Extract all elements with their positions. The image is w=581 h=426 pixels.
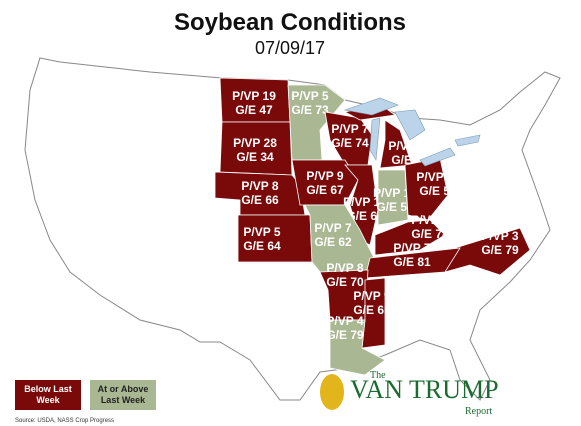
state-pvp: P/VP 9 [353, 289, 390, 303]
state-pvp: P/VP 11 [416, 170, 459, 184]
state-ge: G/E 66 [241, 193, 279, 207]
state-pvp: P/VP 4 [411, 213, 448, 227]
state [329, 319, 386, 376]
state-pvp: P/VP 4 [326, 314, 363, 328]
state-ge: G/E 79 [481, 243, 519, 257]
state-ge: G/E 53 [419, 184, 457, 198]
logo-icon [320, 374, 344, 410]
state-ge: G/E 34 [236, 150, 274, 164]
state-pvp: P/VP 19 [232, 89, 276, 103]
legend-above: At or Above Last Week [90, 380, 156, 410]
state [291, 159, 359, 206]
state-ge: G/E 50 [376, 200, 414, 214]
state-pvp: P/VP 7 [314, 221, 351, 235]
state [377, 169, 409, 226]
state-ge: G/E 81 [393, 255, 431, 269]
state-ge: G/E 74 [331, 136, 369, 150]
logo-report: Report [465, 406, 492, 417]
state [379, 119, 413, 169]
state-ge: G/E 79 [326, 328, 364, 342]
legend-below: Below Last Week [15, 380, 81, 410]
state-pvp: P/VP 11 [388, 139, 431, 153]
state-pvp: P/VP 9 [306, 169, 343, 183]
state-ge: G/E 66 [346, 209, 384, 223]
state-pvp: P/VP 5 [243, 225, 280, 239]
great-lakes [343, 97, 481, 167]
state-ge: G/E 73 [291, 103, 329, 117]
state-ge: G/E 64 [243, 239, 281, 253]
state-ge: G/E 67 [306, 183, 344, 197]
logo-the: The [370, 370, 386, 381]
title: Soybean Conditions [174, 9, 406, 36]
source: Source: USDA, NASS Crop Progress [15, 418, 114, 424]
state-ge: G/E 78 [411, 227, 449, 241]
state-pvp: P/VP 7 [393, 241, 430, 255]
state-ge: G/E 62 [314, 235, 352, 249]
state-pvp: P/VP 28 [233, 136, 277, 150]
state-ge: G/E 65 [353, 303, 391, 317]
state-pvp: P/VP 10 [343, 195, 387, 209]
subtitle: 07/09/17 [255, 38, 325, 58]
state-pvp: P/VP 3 [481, 229, 518, 243]
state-ge: G/E 70 [326, 275, 364, 289]
state-ge: G/E 47 [235, 103, 273, 117]
state-pvp: P/VP 8 [241, 179, 278, 193]
logo-name: VAN TRUMP [350, 375, 499, 404]
state [374, 219, 446, 256]
state [361, 277, 386, 349]
state-pvp: P/VP 8 [326, 261, 363, 275]
state-pvp: P/VP 5 [291, 89, 328, 103]
state-pvp: P/VP 7 [331, 122, 368, 136]
